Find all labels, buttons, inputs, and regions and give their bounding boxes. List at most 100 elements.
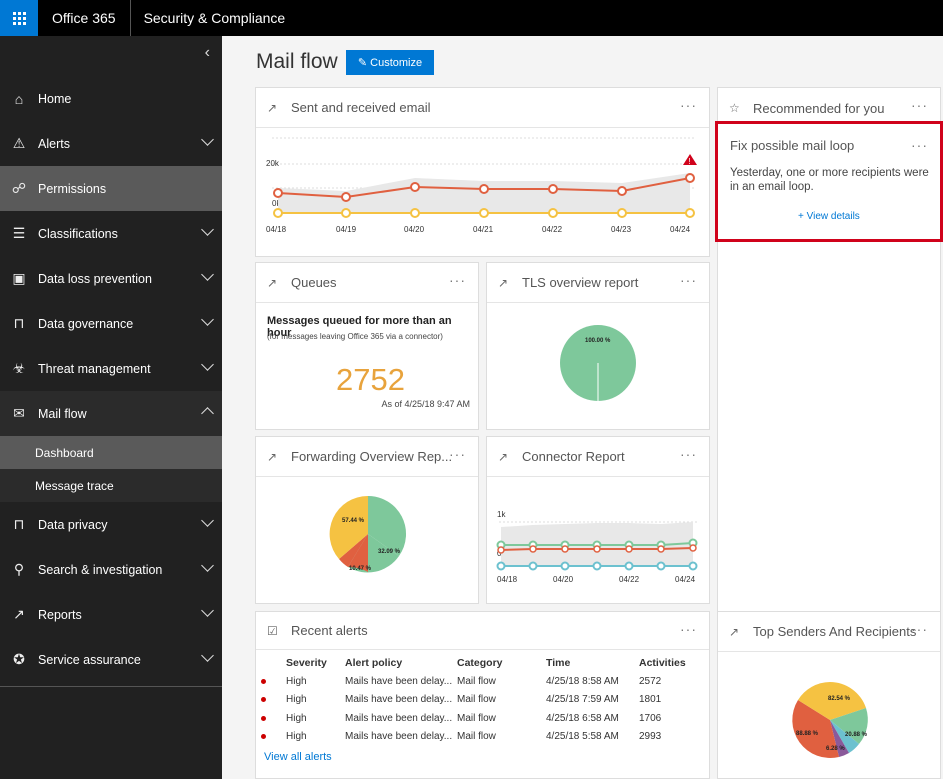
waffle-icon — [12, 11, 26, 25]
cell-category: Mail flow — [457, 675, 496, 687]
card-header: ↗ Connector Report — [487, 437, 709, 477]
table-row[interactable]: High Mails have been delay... Mail flow … — [261, 709, 699, 728]
sidebar-subitem-dashboard[interactable]: Dashboard — [0, 436, 222, 469]
queues-heading: Messages queued for more than an hour — [267, 315, 452, 339]
more-options-icon[interactable]: ··· — [680, 272, 697, 288]
line-chart-icon: ↗ — [267, 100, 278, 115]
recommendation-more-icon[interactable]: ··· — [911, 137, 928, 153]
chevron-down-icon — [201, 514, 214, 527]
column-header[interactable]: Activities — [639, 657, 686, 669]
more-options-icon[interactable]: ··· — [680, 446, 697, 462]
card-title: Sent and received email — [291, 100, 431, 115]
pie-slice — [798, 682, 830, 720]
forwarding-card[interactable]: ↗ Forwarding Overview Rep... ··· 57.44 %… — [255, 436, 479, 604]
severity-dot-icon — [261, 697, 266, 703]
customize-button[interactable]: ✎ Customize — [346, 50, 434, 75]
card-header: ↗ Forwarding Overview Rep... — [256, 437, 478, 477]
sidebar-item-label: Data loss prevention — [38, 271, 152, 286]
table-row[interactable]: High Mails have been delay... Mail flow … — [261, 691, 699, 710]
x-tick: 04/19 — [336, 225, 357, 234]
line-chart-icon: ↗ — [729, 624, 740, 639]
queued-count: 2752 — [336, 362, 405, 397]
more-options-icon[interactable]: ··· — [449, 446, 466, 462]
sidebar-item-data-governance[interactable]: ⊓ Data governance — [0, 301, 222, 346]
sidebar-item-reports[interactable]: ↗ Reports — [0, 592, 222, 637]
more-options-icon[interactable]: ··· — [680, 621, 697, 637]
sidebar-item-alerts[interactable]: ⚠ Alerts — [0, 121, 222, 166]
pencil-icon: ✎ — [357, 57, 371, 69]
sidebar-item-label: Threat management — [38, 361, 151, 376]
queues-card[interactable]: ↗ Queues ··· Messages queued for more th… — [255, 262, 479, 430]
sidebar-item-data-privacy[interactable]: ⊓ Data privacy — [0, 502, 222, 547]
sidebar-item-data-loss-prevention[interactable]: ▣ Data loss prevention — [0, 256, 222, 301]
column-header[interactable]: Alert policy — [345, 657, 403, 669]
chevron-down-icon — [201, 358, 214, 371]
connector-card[interactable]: ↗ Connector Report ··· 1k 0k 04/18 04/20… — [486, 436, 710, 604]
cell-time: 4/25/18 6:58 AM — [546, 712, 619, 724]
app-launcher-button[interactable] — [0, 0, 38, 36]
sidebar-item-mail-flow[interactable]: ✉ Mail flow — [0, 391, 222, 436]
main-content: Mail flow ✎ Customize ↗ Sent and receive… — [222, 36, 943, 779]
ribbon-icon: ✪ — [13, 651, 25, 667]
recommended-card: ☆ Recommended for you ··· Fix possible m… — [717, 87, 941, 613]
card-title: TLS overview report — [522, 275, 639, 290]
more-options-icon[interactable]: ··· — [449, 272, 466, 288]
cell-policy: Mails have been delay... — [345, 712, 453, 724]
card-title: Recommended for you — [753, 100, 885, 116]
sidebar: ‹ ⌂ Home ⚠ Alerts ☍ Permissions ☰ Classi… — [0, 36, 222, 779]
dlp-icon: ▣ — [12, 270, 26, 286]
sidebar-item-permissions[interactable]: ☍ Permissions — [0, 166, 222, 211]
sidebar-item-label: Permissions — [38, 181, 107, 196]
sidebar-item-threat-management[interactable]: ☣ Threat management — [0, 346, 222, 391]
sidebar-subitem-message-trace[interactable]: Message trace — [0, 469, 222, 502]
tls-card[interactable]: ↗ TLS overview report ··· 100.00 % — [486, 262, 710, 430]
pie-label: 20.88 % — [845, 732, 868, 738]
sidebar-item-classifications[interactable]: ☰ Classifications — [0, 211, 222, 256]
cell-policy: Mails have been delay... — [345, 694, 453, 706]
app-title[interactable]: Security & Compliance — [143, 10, 286, 26]
recent-alerts-card[interactable]: ☑ Recent alerts ··· Severity Alert polic… — [255, 611, 710, 779]
view-details-link[interactable]: + View details — [798, 211, 860, 222]
pie-label: 32.09 % — [378, 549, 401, 555]
card-title: Connector Report — [522, 449, 625, 464]
table-header-row: Severity Alert policy Category Time Acti… — [261, 654, 699, 672]
sidebar-item-home[interactable]: ⌂ Home — [0, 76, 222, 121]
more-options-icon[interactable]: ··· — [911, 97, 928, 113]
column-header[interactable]: Category — [457, 657, 503, 669]
brand-link[interactable]: Office 365 — [38, 0, 131, 36]
chart-icon: ↗ — [13, 606, 25, 622]
more-options-icon[interactable]: ··· — [911, 621, 928, 637]
cell-category: Mail flow — [457, 731, 496, 743]
x-tick: 04/23 — [611, 225, 632, 234]
pie-label: 100.00 % — [585, 338, 611, 344]
sidebar-item-service-assurance[interactable]: ✪ Service assurance — [0, 637, 222, 682]
cell-activities: 1706 — [639, 712, 662, 724]
pie-slice — [830, 708, 868, 744]
sidebar-item-label: Classifications — [38, 226, 118, 241]
sidebar-item-label: Alerts — [38, 136, 70, 151]
chevron-down-icon — [201, 649, 214, 662]
x-tick: 04/24 — [675, 575, 696, 584]
chevron-down-icon — [201, 604, 214, 617]
view-all-alerts-link[interactable]: View all alerts — [264, 751, 332, 763]
lock-icon: ⊓ — [13, 315, 25, 331]
collapse-sidebar-icon[interactable]: ‹ — [204, 44, 210, 61]
top-senders-card[interactable]: ↗ Top Senders And Recipients ··· 82.54 %… — [717, 611, 941, 779]
sidebar-item-label: Mail flow — [38, 406, 87, 421]
sidebar-item-search-investigation[interactable]: ⚲ Search & investigation — [0, 547, 222, 592]
card-header: ☆ Recommended for you — [718, 88, 940, 128]
y-tick: 20k — [266, 159, 280, 168]
sent-received-chart: 20k 0k ! 04/18 04/19 04/20 04/21 04/22 0… — [266, 137, 697, 234]
pie-slice — [830, 720, 859, 753]
table-row[interactable]: High Mails have been delay... Mail flow … — [261, 728, 699, 747]
line-chart-icon: ↗ — [498, 275, 509, 290]
home-icon: ⌂ — [14, 90, 24, 107]
column-header[interactable]: Severity — [286, 657, 327, 669]
cell-severity: High — [286, 675, 307, 687]
plus-icon: + — [798, 211, 804, 222]
table-row[interactable]: High Mails have been delay... Mail flow … — [261, 672, 699, 691]
sent-received-card[interactable]: ↗ Sent and received email ··· 20k 0k ! 0… — [255, 87, 710, 257]
more-options-icon[interactable]: ··· — [680, 97, 697, 113]
line-chart-icon: ↗ — [498, 449, 509, 464]
column-header[interactable]: Time — [546, 657, 571, 669]
